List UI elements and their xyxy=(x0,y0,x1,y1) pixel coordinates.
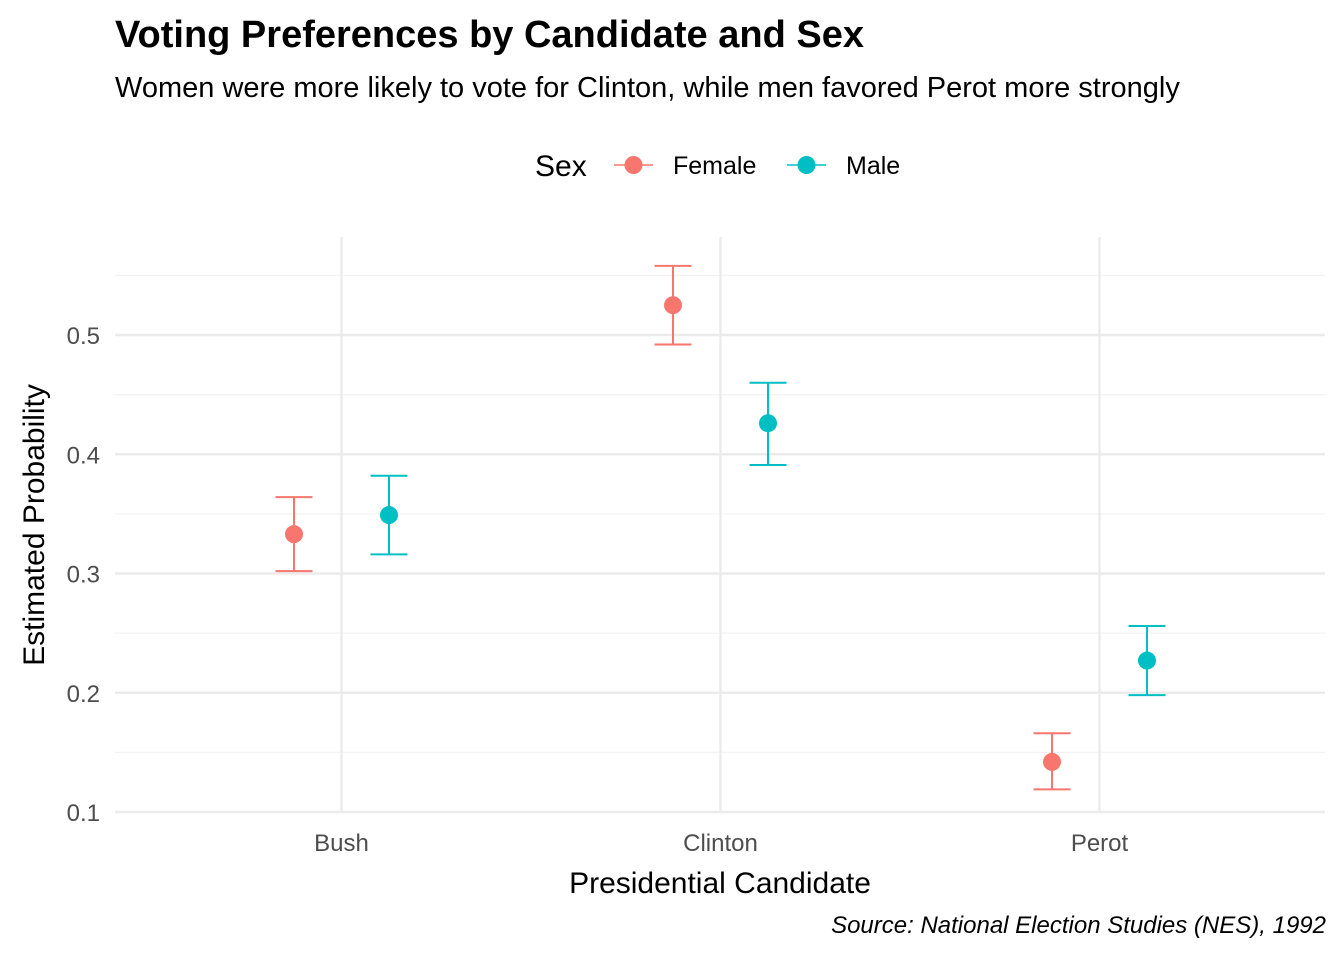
chart-subtitle: Women were more likely to vote for Clint… xyxy=(115,72,1180,104)
y-tick-labels: 0.1 0.2 0.3 0.4 0.5 xyxy=(67,323,100,827)
point-female xyxy=(1043,752,1061,771)
y-axis-label: Estimated Probability xyxy=(18,384,51,666)
legend: Sex Female Male xyxy=(535,150,900,183)
y-tick-label: 0.1 xyxy=(67,800,100,827)
legend-label-male: Male xyxy=(846,152,900,180)
grid-layer xyxy=(115,237,1325,814)
point-female xyxy=(664,296,682,315)
legend-title: Sex xyxy=(535,150,587,183)
legend-key-point-male xyxy=(797,156,816,174)
y-tick-label: 0.5 xyxy=(67,323,100,350)
x-axis-label: Presidential Candidate xyxy=(569,867,871,900)
y-tick-label: 0.3 xyxy=(67,562,100,589)
point-male xyxy=(759,414,777,433)
legend-key-point-female xyxy=(624,156,643,174)
legend-label-female: Female xyxy=(673,152,756,180)
y-tick-label: 0.2 xyxy=(67,681,100,708)
point-female xyxy=(285,525,303,544)
y-tick-label: 0.4 xyxy=(67,442,100,469)
point-male xyxy=(380,506,398,525)
x-tick-label: Clinton xyxy=(683,830,758,857)
x-tick-label: Perot xyxy=(1071,830,1129,857)
chart-title: Voting Preferences by Candidate and Sex xyxy=(115,14,864,56)
x-tick-label: Bush xyxy=(314,830,369,857)
point-male xyxy=(1138,651,1156,670)
chart-caption: Source: National Election Studies (NES),… xyxy=(831,912,1326,939)
x-tick-labels: Bush Clinton Perot xyxy=(314,830,1128,857)
data-layer xyxy=(275,264,1166,791)
